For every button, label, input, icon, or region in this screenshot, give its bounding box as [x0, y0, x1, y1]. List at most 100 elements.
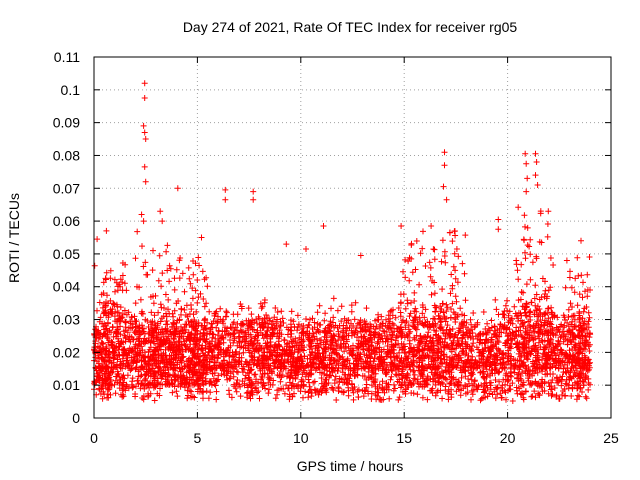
data-point [582, 393, 589, 400]
data-point [514, 267, 521, 274]
data-point [279, 315, 286, 322]
data-point [469, 371, 476, 378]
data-point [563, 257, 570, 264]
data-point [329, 385, 336, 392]
data-point [450, 263, 457, 270]
data-point [341, 315, 348, 322]
data-point [206, 308, 213, 315]
data-point [413, 238, 420, 244]
data-point [195, 254, 202, 261]
data-point [163, 321, 169, 328]
data-point [495, 226, 502, 233]
data-point [468, 321, 475, 328]
data-point [511, 303, 518, 310]
data-point [351, 316, 358, 323]
data-point [230, 311, 237, 318]
data-point [579, 294, 586, 301]
data-point [506, 308, 513, 315]
data-point [447, 314, 454, 321]
data-point [261, 297, 268, 303]
data-point [457, 392, 464, 399]
y-tick-label: 0 [72, 410, 80, 426]
data-point [532, 172, 539, 179]
data-point [557, 346, 564, 353]
data-point [162, 291, 169, 298]
data-point [151, 312, 158, 319]
data-point [497, 390, 504, 397]
data-point [428, 223, 435, 229]
data-point [499, 382, 506, 389]
data-point [494, 337, 501, 344]
data-point [515, 204, 522, 211]
data-point [204, 319, 211, 326]
y-tick-label: 0.01 [53, 377, 80, 393]
data-point [230, 373, 237, 380]
data-point [440, 183, 447, 190]
data-point [462, 297, 469, 304]
data-point [583, 395, 590, 402]
data-point [400, 268, 406, 275]
data-point [354, 372, 361, 379]
data-point [140, 218, 147, 225]
data-point [398, 334, 405, 341]
data-point [171, 275, 178, 282]
data-point [94, 236, 101, 243]
data-point [345, 381, 351, 387]
data-point [298, 376, 305, 383]
y-axis-label: ROTI / TECUs [6, 193, 22, 283]
data-point [278, 308, 285, 315]
data-point [96, 299, 103, 306]
data-point [522, 255, 529, 262]
data-point [248, 311, 255, 318]
x-tick-label: 5 [194, 430, 202, 446]
y-tick-label: 0.11 [54, 49, 80, 65]
data-point [370, 378, 377, 385]
data-point [141, 129, 148, 136]
data-point [511, 366, 517, 372]
data-point [230, 339, 237, 346]
data-point [250, 196, 257, 203]
y-tick-label: 0.04 [53, 279, 80, 295]
data-point [333, 397, 340, 403]
data-point [545, 287, 552, 294]
data-points [91, 80, 594, 404]
data-point [406, 313, 413, 320]
data-point [509, 398, 516, 404]
data-point [547, 255, 554, 261]
data-point [151, 397, 158, 404]
data-point [419, 394, 426, 401]
data-point [179, 270, 186, 277]
data-point [449, 238, 456, 245]
data-point [398, 223, 405, 229]
data-point [314, 309, 321, 316]
data-point [568, 284, 575, 291]
data-point [159, 218, 166, 225]
data-point [330, 314, 337, 321]
data-point [421, 314, 428, 321]
data-point [190, 271, 197, 278]
data-point [119, 311, 126, 317]
data-point [201, 303, 208, 310]
data-point [91, 262, 98, 269]
x-tick-label: 20 [500, 430, 516, 446]
data-point [142, 136, 149, 142]
data-point [531, 388, 538, 395]
data-point [281, 390, 288, 397]
data-point [222, 196, 229, 203]
y-tick-label: 0.07 [53, 180, 80, 196]
data-point [531, 295, 538, 302]
data-point [111, 355, 117, 362]
data-point [199, 268, 206, 275]
data-point [517, 348, 523, 355]
data-point [412, 305, 419, 312]
data-point [523, 188, 530, 195]
x-tick-label: 10 [293, 430, 309, 446]
y-tick-label: 0.05 [53, 246, 80, 262]
data-point [139, 243, 145, 250]
data-point [558, 321, 565, 328]
data-point [532, 282, 539, 289]
data-point [322, 310, 329, 317]
data-point [140, 122, 147, 129]
data-point [227, 375, 234, 382]
data-point [578, 237, 584, 244]
